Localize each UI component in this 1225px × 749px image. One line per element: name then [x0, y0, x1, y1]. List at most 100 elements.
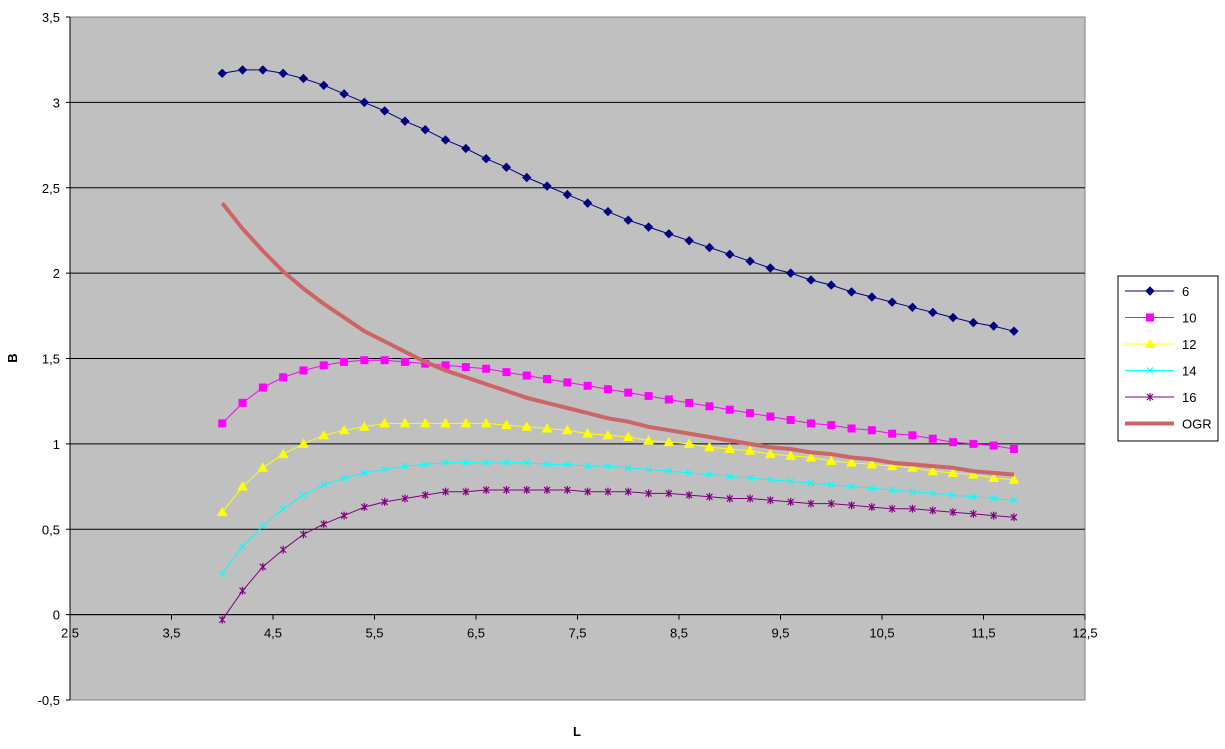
data-point	[420, 124, 430, 135]
data-point	[237, 481, 248, 491]
data-point	[462, 459, 470, 467]
data-point	[561, 424, 573, 435]
data-point	[624, 464, 632, 472]
data-point	[239, 542, 246, 550]
data-point	[258, 65, 268, 75]
data-point	[805, 452, 817, 462]
data-point	[988, 472, 1000, 483]
data-point	[726, 494, 734, 503]
data-point	[340, 511, 348, 520]
data-point	[338, 424, 350, 435]
data-point	[603, 385, 612, 394]
data-point	[766, 476, 774, 484]
data-point	[482, 459, 490, 467]
y-axis: -0,5 0 0,5 1 1,5 2 2,5 3 3,5	[38, 10, 70, 708]
y-tick-label: -0,5	[38, 693, 60, 708]
data-point	[928, 434, 937, 443]
data-point	[624, 487, 632, 496]
data-point	[848, 483, 855, 490]
y-tick-label: 2,5	[42, 181, 60, 196]
data-point	[300, 491, 307, 499]
data-point	[867, 292, 877, 302]
data-point	[401, 462, 409, 470]
data-point	[969, 439, 978, 448]
data-point	[909, 488, 916, 496]
y-tick-label: 3	[53, 95, 60, 110]
y-tick-label: 2	[53, 266, 60, 281]
data-point	[947, 467, 959, 477]
legend-item-6: 6	[1125, 284, 1189, 299]
data-point	[541, 422, 553, 433]
x-tick-label: 8,5	[670, 626, 688, 641]
data-point	[644, 392, 653, 401]
data-point	[279, 545, 287, 554]
data-point	[401, 494, 409, 503]
data-point	[989, 441, 998, 450]
data-point	[217, 68, 227, 79]
data-point	[645, 466, 652, 473]
data-point	[746, 409, 755, 418]
data-point	[623, 215, 633, 225]
data-point	[523, 459, 531, 467]
data-point	[440, 417, 451, 428]
data-point	[482, 364, 491, 373]
data-point	[907, 302, 918, 312]
data-point	[969, 493, 977, 501]
data-point	[787, 478, 795, 485]
data-point	[888, 429, 897, 438]
data-point	[279, 505, 287, 513]
data-point	[929, 489, 937, 497]
data-point	[725, 405, 734, 414]
series-line-12	[221, 422, 1015, 513]
data-point	[278, 68, 288, 79]
data-point	[523, 485, 531, 494]
data-point	[604, 462, 612, 470]
data-point	[480, 417, 492, 428]
x-tick-label: 2,5	[61, 626, 79, 641]
data-point	[827, 421, 836, 430]
series-line-14	[221, 462, 1015, 574]
data-point	[725, 249, 735, 260]
data-point	[967, 469, 979, 479]
data-point	[848, 501, 855, 510]
data-point	[381, 466, 389, 473]
data-point	[765, 263, 776, 273]
legend-label: 14	[1182, 364, 1196, 379]
legend-label: OGR	[1182, 417, 1212, 432]
series-layer	[216, 65, 1020, 624]
data-point	[868, 503, 876, 512]
data-point	[887, 297, 897, 307]
legend-label: 12	[1182, 337, 1196, 352]
series-line-10	[221, 359, 1015, 450]
data-point	[259, 562, 267, 571]
data-point	[909, 504, 916, 513]
y-tick-label: 1	[53, 437, 60, 452]
data-point	[360, 503, 368, 512]
data-point	[886, 460, 898, 471]
data-point	[358, 421, 370, 431]
data-point	[1010, 513, 1018, 522]
data-point	[360, 469, 368, 477]
data-point	[318, 429, 330, 440]
data-point	[259, 522, 267, 530]
data-point	[683, 438, 695, 448]
data-point	[584, 487, 592, 496]
data-point	[216, 506, 228, 517]
data-point	[238, 398, 247, 407]
data-point	[442, 487, 449, 496]
legend-item-OGR: OGR	[1125, 417, 1212, 432]
data-point	[968, 317, 979, 328]
data-point	[218, 570, 226, 578]
series-12	[216, 417, 1020, 517]
data-point	[685, 491, 693, 500]
data-point	[582, 428, 594, 438]
data-point	[1009, 444, 1018, 453]
data-point	[340, 474, 348, 482]
y-tick-label: 0	[53, 608, 60, 623]
data-point	[380, 356, 389, 365]
data-point	[584, 462, 592, 470]
legend-item-12: 12	[1125, 337, 1196, 352]
data-point	[319, 361, 328, 370]
data-point	[1009, 326, 1019, 336]
data-point	[339, 89, 349, 99]
